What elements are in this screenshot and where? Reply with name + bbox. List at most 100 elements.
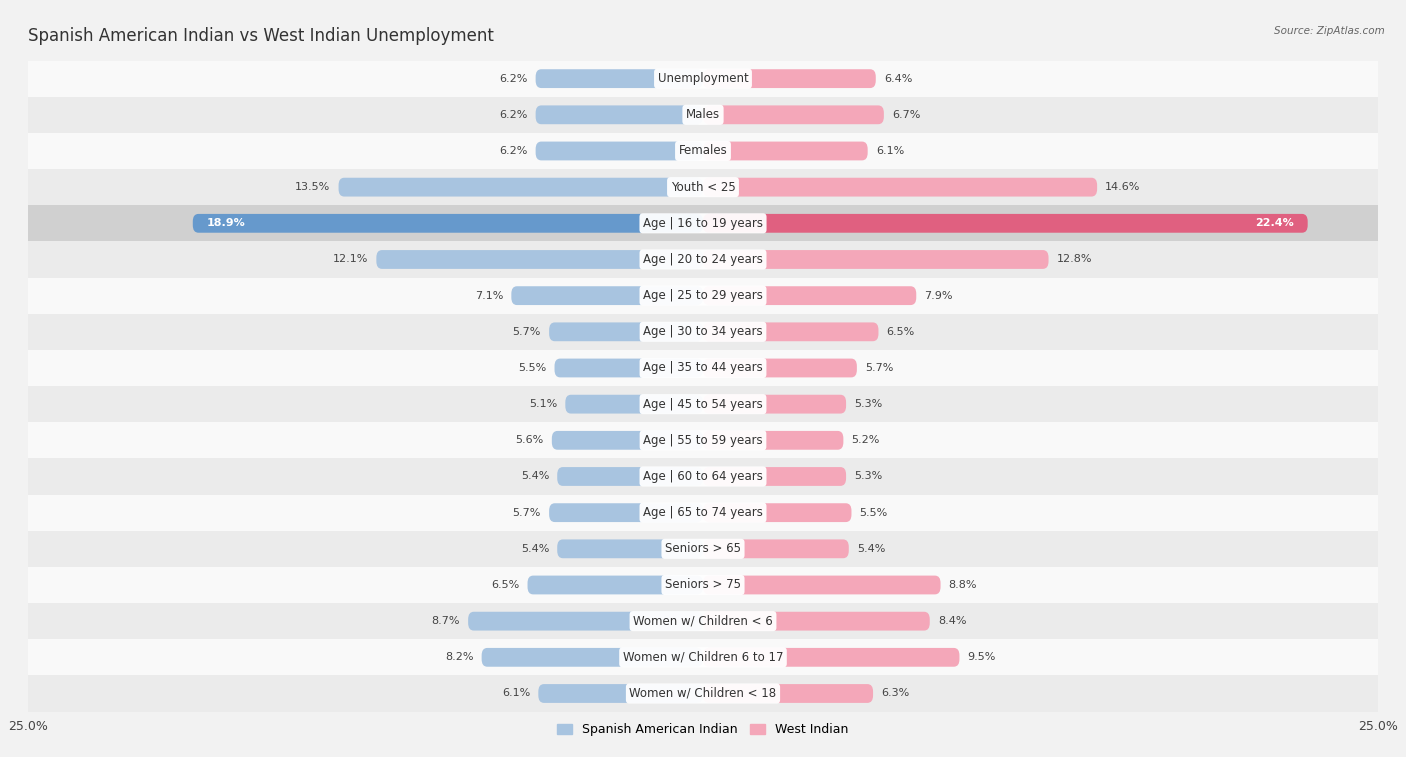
FancyBboxPatch shape [536,142,703,160]
Bar [28,313,1378,350]
FancyBboxPatch shape [703,286,917,305]
Bar [28,422,1378,459]
FancyBboxPatch shape [703,250,1049,269]
FancyBboxPatch shape [550,503,703,522]
Bar [28,603,1378,639]
Text: 8.8%: 8.8% [949,580,977,590]
FancyBboxPatch shape [703,612,929,631]
FancyBboxPatch shape [703,648,959,667]
FancyBboxPatch shape [703,178,1097,197]
Text: Women w/ Children < 6: Women w/ Children < 6 [633,615,773,628]
Bar [28,494,1378,531]
Text: 9.5%: 9.5% [967,653,995,662]
Text: Age | 35 to 44 years: Age | 35 to 44 years [643,362,763,375]
Text: 6.2%: 6.2% [499,73,527,83]
FancyBboxPatch shape [536,69,703,88]
Text: Age | 45 to 54 years: Age | 45 to 54 years [643,397,763,410]
FancyBboxPatch shape [339,178,703,197]
Text: 22.4%: 22.4% [1256,218,1294,229]
Text: Source: ZipAtlas.com: Source: ZipAtlas.com [1274,26,1385,36]
Text: 12.8%: 12.8% [1057,254,1092,264]
Bar [28,386,1378,422]
Text: 5.3%: 5.3% [855,399,883,409]
FancyBboxPatch shape [703,684,873,703]
Text: Age | 65 to 74 years: Age | 65 to 74 years [643,506,763,519]
Text: 5.5%: 5.5% [859,508,887,518]
Text: 5.7%: 5.7% [865,363,893,373]
Text: Spanish American Indian vs West Indian Unemployment: Spanish American Indian vs West Indian U… [28,27,494,45]
FancyBboxPatch shape [557,467,703,486]
Text: 6.1%: 6.1% [502,689,530,699]
Text: Females: Females [679,145,727,157]
FancyBboxPatch shape [554,359,703,378]
Text: Age | 55 to 59 years: Age | 55 to 59 years [643,434,763,447]
Text: 5.4%: 5.4% [520,472,550,481]
Text: 18.9%: 18.9% [207,218,245,229]
Text: 5.7%: 5.7% [513,327,541,337]
FancyBboxPatch shape [482,648,703,667]
Text: Age | 20 to 24 years: Age | 20 to 24 years [643,253,763,266]
Bar [28,241,1378,278]
Text: 6.4%: 6.4% [884,73,912,83]
FancyBboxPatch shape [565,394,703,413]
Bar [28,61,1378,97]
FancyBboxPatch shape [703,503,852,522]
Text: 5.1%: 5.1% [529,399,557,409]
Text: 7.9%: 7.9% [924,291,953,301]
Text: Women w/ Children < 18: Women w/ Children < 18 [630,687,776,700]
Text: Age | 16 to 19 years: Age | 16 to 19 years [643,217,763,230]
Text: Unemployment: Unemployment [658,72,748,85]
FancyBboxPatch shape [512,286,703,305]
Text: 6.5%: 6.5% [491,580,519,590]
FancyBboxPatch shape [703,540,849,558]
Bar [28,639,1378,675]
FancyBboxPatch shape [703,214,1308,232]
Bar [28,350,1378,386]
FancyBboxPatch shape [703,431,844,450]
FancyBboxPatch shape [538,684,703,703]
Text: 5.2%: 5.2% [852,435,880,445]
FancyBboxPatch shape [468,612,703,631]
Text: 6.5%: 6.5% [887,327,915,337]
Text: 6.7%: 6.7% [891,110,921,120]
Text: Age | 25 to 29 years: Age | 25 to 29 years [643,289,763,302]
Bar [28,278,1378,313]
Text: 8.4%: 8.4% [938,616,966,626]
Text: 6.2%: 6.2% [499,146,527,156]
Text: 7.1%: 7.1% [475,291,503,301]
Text: 6.1%: 6.1% [876,146,904,156]
Text: 5.5%: 5.5% [519,363,547,373]
Text: 6.2%: 6.2% [499,110,527,120]
Text: 5.6%: 5.6% [516,435,544,445]
Bar [28,675,1378,712]
Text: Seniors > 65: Seniors > 65 [665,542,741,556]
Bar [28,97,1378,133]
FancyBboxPatch shape [703,575,941,594]
FancyBboxPatch shape [557,540,703,558]
FancyBboxPatch shape [703,394,846,413]
FancyBboxPatch shape [536,105,703,124]
Text: Males: Males [686,108,720,121]
Text: 14.6%: 14.6% [1105,182,1140,192]
Text: 5.3%: 5.3% [855,472,883,481]
Text: 8.7%: 8.7% [432,616,460,626]
Text: 5.4%: 5.4% [520,544,550,554]
FancyBboxPatch shape [703,322,879,341]
FancyBboxPatch shape [551,431,703,450]
Text: 8.2%: 8.2% [446,653,474,662]
Text: 5.7%: 5.7% [513,508,541,518]
Bar [28,531,1378,567]
Bar [28,459,1378,494]
Text: 13.5%: 13.5% [295,182,330,192]
Text: 6.3%: 6.3% [882,689,910,699]
FancyBboxPatch shape [550,322,703,341]
Text: 5.4%: 5.4% [856,544,886,554]
FancyBboxPatch shape [703,69,876,88]
FancyBboxPatch shape [527,575,703,594]
FancyBboxPatch shape [703,105,884,124]
Bar [28,567,1378,603]
Text: Women w/ Children 6 to 17: Women w/ Children 6 to 17 [623,651,783,664]
FancyBboxPatch shape [703,467,846,486]
Text: 12.1%: 12.1% [333,254,368,264]
Text: Youth < 25: Youth < 25 [671,181,735,194]
